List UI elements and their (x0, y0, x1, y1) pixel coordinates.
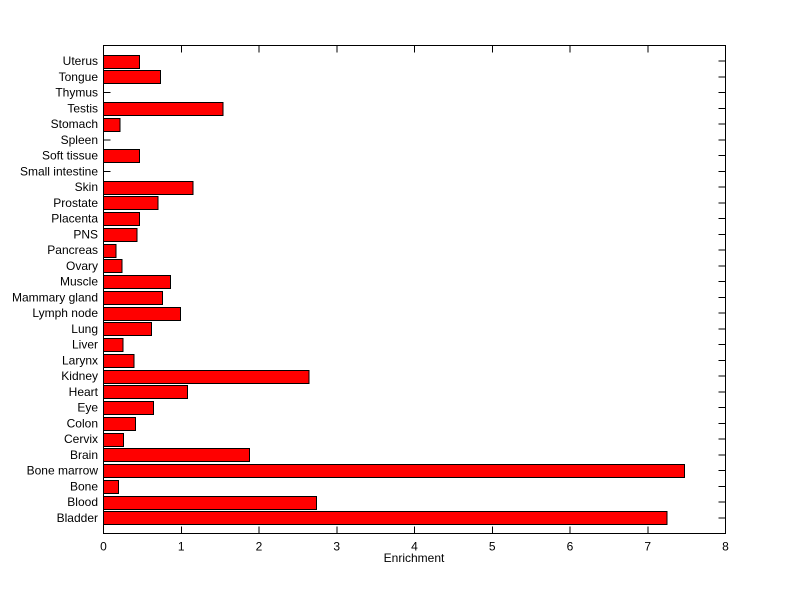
bar-soft-tissue (103, 149, 140, 163)
x-tick-label: 8 (722, 540, 729, 554)
y-tick-label-placenta: Placenta (51, 212, 98, 226)
bar-lymph-node (103, 307, 181, 321)
y-tick-label-lymph-node: Lymph node (32, 306, 98, 320)
y-tick-label-lung: Lung (71, 322, 98, 336)
x-tick-label: 7 (644, 540, 651, 554)
x-tick-label: 2 (256, 540, 263, 554)
y-tick-label-thymus: Thymus (55, 86, 98, 100)
x-tick-label: 1 (178, 540, 185, 554)
bar-muscle (103, 275, 171, 289)
x-tick-label: 3 (333, 540, 340, 554)
y-tick-label-small-intestine: Small intestine (20, 164, 98, 178)
bar-liver (103, 338, 124, 352)
y-tick-label-bone: Bone (70, 479, 98, 493)
bar-colon (103, 417, 136, 431)
y-tick-label-kidney: Kidney (61, 369, 98, 383)
bar-prostate (103, 196, 159, 210)
y-tick-label-uterus: Uterus (63, 54, 98, 68)
bar-cervix (103, 433, 125, 447)
bar-mammary-gland (103, 291, 164, 305)
bar-kidney (103, 370, 310, 384)
y-tick-label-larynx: Larynx (62, 353, 98, 367)
bar-bladder (103, 511, 668, 525)
bar-ovary (103, 259, 123, 273)
x-tick-label: 6 (567, 540, 574, 554)
x-tick-label: 4 (411, 540, 418, 554)
bar-larynx (103, 354, 135, 368)
y-tick-label-blood: Blood (67, 495, 98, 509)
bar-brain (103, 448, 251, 462)
y-tick-label-pns: PNS (73, 227, 98, 241)
y-tick-label-cervix: Cervix (64, 432, 98, 446)
y-tick-label-prostate: Prostate (53, 196, 98, 210)
y-tick-label-liver: Liver (72, 338, 98, 352)
bar-uterus (103, 55, 140, 69)
y-tick-label-stomach: Stomach (51, 117, 98, 131)
bar-blood (103, 496, 318, 510)
y-tick-label-pancreas: Pancreas (47, 243, 98, 257)
y-tick-label-bladder: Bladder (57, 511, 98, 525)
y-tick-label-soft-tissue: Soft tissue (42, 149, 98, 163)
x-tick-label: 0 (100, 540, 107, 554)
bar-heart (103, 385, 188, 399)
bar-testis (103, 102, 224, 116)
y-tick-label-eye: Eye (77, 401, 98, 415)
bar-pns (103, 228, 138, 242)
bar-pancreas (103, 244, 117, 258)
bar-stomach (103, 118, 121, 132)
bar-placenta (103, 212, 140, 226)
bar-skin (103, 181, 194, 195)
y-tick-label-spleen: Spleen (61, 133, 98, 147)
y-tick-label-brain: Brain (70, 448, 98, 462)
y-tick-label-muscle: Muscle (60, 275, 98, 289)
y-tick-label-skin: Skin (75, 180, 98, 194)
y-tick-label-testis: Testis (67, 101, 98, 115)
y-tick-label-tongue: Tongue (59, 70, 99, 84)
y-tick-label-colon: Colon (67, 416, 98, 430)
x-tick-label: 5 (489, 540, 496, 554)
x-axis-label: Enrichment (384, 551, 445, 565)
bar-bone-marrow (103, 464, 685, 478)
bar-tongue (103, 70, 161, 84)
bar-bone (103, 480, 119, 494)
y-tick-label-bone-marrow: Bone marrow (27, 464, 99, 478)
bar-eye (103, 401, 154, 415)
bar-lung (103, 322, 153, 336)
y-tick-label-ovary: Ovary (66, 259, 98, 273)
y-tick-label-mammary-gland: Mammary gland (12, 290, 98, 304)
y-tick-label-heart: Heart (69, 385, 99, 399)
